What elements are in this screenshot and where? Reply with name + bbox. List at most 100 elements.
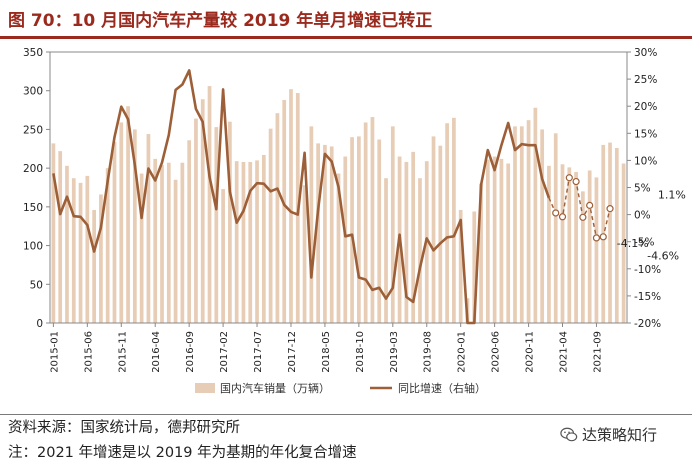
bar [329, 146, 334, 323]
page-title: 图 70：10 月国内汽车产量较 2019 年单月增速已转正 [8, 11, 433, 31]
growth-marker [572, 177, 580, 186]
bar [560, 164, 565, 323]
bar [92, 209, 96, 323]
footer-divider [0, 414, 692, 415]
y-left-tick-label: 300 [23, 86, 43, 98]
y-left-tick-label: 150 [23, 202, 43, 214]
title-divider [0, 36, 692, 39]
growth-marker [606, 205, 614, 213]
bar [567, 167, 572, 323]
bar [438, 145, 443, 323]
x-tick-label: 2015-06 [83, 331, 94, 373]
bar [506, 163, 511, 323]
bar [132, 129, 137, 323]
bar [309, 126, 314, 324]
bar [404, 161, 409, 323]
bar [275, 113, 280, 323]
bar [85, 175, 90, 323]
y-left-tick-label: 350 [23, 47, 43, 59]
bar [221, 189, 225, 323]
growth-marker [599, 233, 607, 241]
bar [343, 156, 348, 323]
bar [160, 165, 164, 323]
bar [248, 161, 253, 323]
legend-label-line: 同比增速（右轴） [398, 381, 486, 395]
bar [384, 178, 388, 323]
bar [200, 99, 205, 323]
x-tick-label: 2016-04 [151, 331, 162, 373]
growth-marker [579, 213, 587, 221]
bar [173, 179, 178, 323]
x-tick-label: 2019-03 [389, 331, 400, 373]
bar [445, 123, 449, 323]
bar [472, 211, 477, 323]
bar [234, 161, 239, 323]
x-tick-label: 2020-11 [525, 331, 536, 373]
y-right-tick-label: -15% [634, 291, 661, 303]
y-left-tick-label: 100 [23, 241, 43, 253]
bar [289, 89, 293, 323]
bar [581, 191, 585, 323]
y-right-tick-label: 15% [634, 128, 657, 140]
x-tick-label: 2015-11 [117, 331, 128, 373]
growth-line-dashed [548, 176, 611, 239]
bar [458, 209, 463, 323]
x-tick-label: 2015-01 [49, 331, 60, 373]
chart: 0 50 100 150 200 250 300 350 -20% -15% -10% -5% 0% 5%… [23, 47, 686, 395]
bar [119, 122, 124, 324]
bar [207, 86, 212, 323]
bar [302, 185, 307, 323]
bar [139, 173, 144, 323]
bar [228, 121, 232, 323]
x-tick-label: 2021-09 [592, 331, 603, 373]
y-right-tick-label: 5% [634, 183, 651, 195]
bar [126, 106, 130, 323]
watermark: 达策略知行 [560, 424, 657, 445]
bar [540, 129, 545, 323]
bar [594, 177, 599, 323]
x-tick-label: 2017-07 [253, 331, 264, 373]
bar [166, 162, 171, 323]
y-left-tick-label: 50 [30, 279, 43, 291]
bar [261, 154, 266, 323]
bar [214, 127, 219, 323]
bar [526, 120, 531, 323]
bar [363, 122, 368, 324]
bar [519, 126, 524, 324]
y-right-tick-label: 0% [634, 210, 651, 222]
bar [255, 160, 259, 323]
bar [452, 117, 456, 323]
watermark-text: 达策略知行 [582, 426, 658, 444]
bar [533, 107, 538, 324]
y-right-tick-label: 30% [634, 47, 657, 59]
bar [51, 143, 56, 323]
bar [187, 140, 192, 323]
bar [180, 162, 185, 323]
bar [390, 126, 395, 324]
bar [411, 151, 416, 323]
bar [350, 137, 354, 323]
bar [71, 178, 76, 323]
y-right-tick-label: 25% [634, 74, 657, 86]
bar [241, 161, 246, 323]
axes: 0 50 100 150 200 250 300 350 -20% -15% -10% -5% 0% 5%… [23, 47, 661, 373]
growth-marker [552, 209, 560, 217]
bar [547, 165, 551, 323]
bar [553, 133, 558, 323]
bar [614, 148, 619, 323]
bar [268, 128, 273, 323]
bar [574, 172, 578, 323]
x-tick-label: 2017-12 [287, 331, 298, 373]
line-series [52, 69, 614, 325]
x-tick-label: 2020-01 [457, 331, 468, 373]
growth-marker [586, 201, 594, 209]
x-tick-label: 2020-06 [491, 331, 502, 373]
x-tick-label: 2018-05 [321, 331, 332, 373]
bar [431, 136, 436, 323]
bar [479, 183, 483, 323]
bar [58, 151, 63, 323]
x-tick-label: 2019-08 [423, 331, 434, 373]
bar [621, 163, 626, 323]
bar [513, 126, 517, 324]
bar [316, 143, 321, 323]
